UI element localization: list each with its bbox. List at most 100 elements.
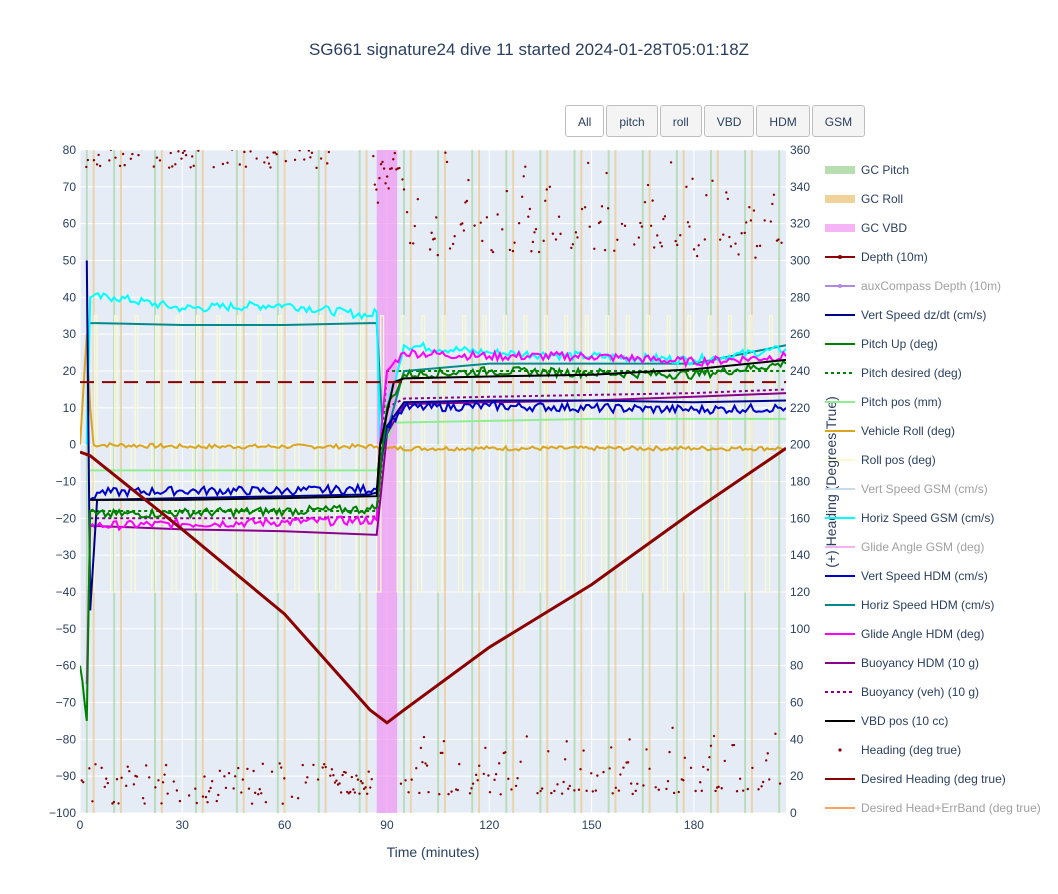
heading-point [416, 197, 420, 201]
roll-button[interactable]: roll [659, 105, 702, 137]
heading-point [755, 244, 759, 248]
heading-point [175, 789, 179, 792]
all-button[interactable]: All [565, 105, 605, 137]
legend-swatch [825, 574, 855, 577]
heading-point [273, 151, 277, 154]
heading-point [324, 765, 327, 769]
heading-point [108, 159, 111, 162]
legend-item[interactable]: Pitch Up (deg) [825, 329, 1055, 358]
heading-point [551, 232, 555, 235]
y2-axis-ticks: 0 20 40 60 80 100 120 140 160 180 200 220 240 260 280 3… [790, 143, 810, 820]
heading-point [267, 162, 271, 165]
heading-point [593, 247, 596, 250]
legend-swatch [825, 806, 855, 809]
legend-label: GC Pitch [861, 162, 910, 177]
legend-label: Depth (10m) [861, 249, 928, 264]
heading-point [533, 231, 536, 234]
legend-item[interactable]: auxCompass Depth (10m) [825, 271, 1055, 300]
heading-point [350, 775, 354, 779]
heading-point [491, 250, 495, 254]
heading-point [90, 147, 92, 149]
heading-point [229, 143, 231, 145]
legend-item[interactable]: Vehicle Roll (deg) [825, 416, 1055, 445]
heading-point [92, 159, 96, 162]
gsm-button[interactable]: GSM [811, 105, 866, 137]
heading-point [197, 150, 200, 152]
legend-band-swatch [825, 194, 855, 203]
legend-item[interactable]: Desired Head+ErrBand (deg true) [825, 793, 1055, 822]
heading-point [662, 217, 665, 221]
heading-point [645, 748, 648, 751]
heading-point [683, 756, 687, 760]
heading-point [430, 231, 433, 235]
legend-swatch [825, 458, 855, 461]
heading-point [669, 161, 673, 164]
y-tick-label: −70 [56, 696, 77, 710]
legend-item[interactable]: Roll pos (deg) [825, 445, 1055, 474]
heading-point [240, 791, 243, 794]
legend-item[interactable]: Glide Angle HDM (deg) [825, 619, 1055, 648]
legend-item[interactable]: Pitch desired (deg) [825, 358, 1055, 387]
hdm-button[interactable]: HDM [756, 105, 810, 137]
heading-point [435, 216, 438, 219]
legend-item[interactable]: Horiz Speed GSM (cm/s) [825, 503, 1055, 532]
heading-point [722, 233, 725, 236]
y-tick-label: 70 [63, 180, 77, 194]
x-tick-label: 60 [278, 818, 292, 832]
heading-point [700, 789, 703, 793]
heading-point [732, 743, 736, 747]
heading-point [746, 787, 750, 791]
heading-point [665, 787, 668, 791]
heading-point [631, 792, 634, 796]
heading-point [514, 784, 518, 788]
heading-point [361, 782, 364, 785]
heading-point [726, 197, 730, 201]
legend-item[interactable]: GC Pitch [825, 155, 1055, 184]
legend-label: Buoyancy (veh) (10 g) [861, 684, 980, 699]
y-tick-label: 10 [63, 401, 77, 415]
heading-point [264, 800, 268, 804]
heading-point [105, 777, 108, 780]
heading-point [309, 156, 312, 159]
heading-point [304, 781, 307, 784]
legend-item[interactable]: Desired Heading (deg true) [825, 764, 1055, 793]
heading-point [548, 185, 552, 189]
legend-item[interactable]: VBD pos (10 cc) [825, 706, 1055, 735]
legend-item[interactable]: Vert Speed HDM (cm/s) [825, 561, 1055, 590]
legend-swatch [825, 400, 855, 403]
heading-point [408, 241, 412, 245]
heading-point [494, 773, 498, 776]
heading-point [252, 769, 255, 773]
heading-point [207, 790, 211, 793]
y-tick-label: 80 [63, 143, 77, 157]
heading-point [536, 791, 539, 795]
heading-point [191, 155, 194, 158]
legend-item[interactable]: Depth (10m) [825, 242, 1055, 271]
heading-point [602, 770, 605, 774]
legend-item[interactable]: GC VBD [825, 213, 1055, 242]
legend-item[interactable]: GC Roll [825, 184, 1055, 213]
heading-point [729, 245, 733, 248]
pitch-button[interactable]: pitch [606, 105, 658, 137]
legend-item[interactable]: Heading (deg true) [825, 735, 1055, 764]
legend-item[interactable]: Buoyancy (veh) (10 g) [825, 677, 1055, 706]
legend-item[interactable]: Buoyancy HDM (10 g) [825, 648, 1055, 677]
heading-point [246, 767, 249, 771]
y2-tick-label: 260 [790, 327, 810, 341]
heading-point [666, 779, 670, 783]
heading-point [201, 795, 205, 798]
legend-item[interactable]: Vert Speed GSM (cm/s) [825, 474, 1055, 503]
legend-item[interactable]: Horiz Speed HDM (cm/s) [825, 590, 1055, 619]
legend-item[interactable]: Glide Angle GSM (deg) [825, 532, 1055, 561]
heading-point [184, 153, 188, 157]
legend-swatch [825, 516, 855, 519]
heading-point [743, 231, 746, 235]
legend-item[interactable]: Vert Speed dz/dt (cm/s) [825, 300, 1055, 329]
vbd-button[interactable]: VBD [703, 105, 755, 137]
heading-point [649, 224, 653, 227]
heading-point [187, 794, 191, 797]
legend-item[interactable]: Pitch pos (mm) [825, 387, 1055, 416]
heading-point [425, 764, 429, 767]
heading-point [249, 150, 252, 153]
